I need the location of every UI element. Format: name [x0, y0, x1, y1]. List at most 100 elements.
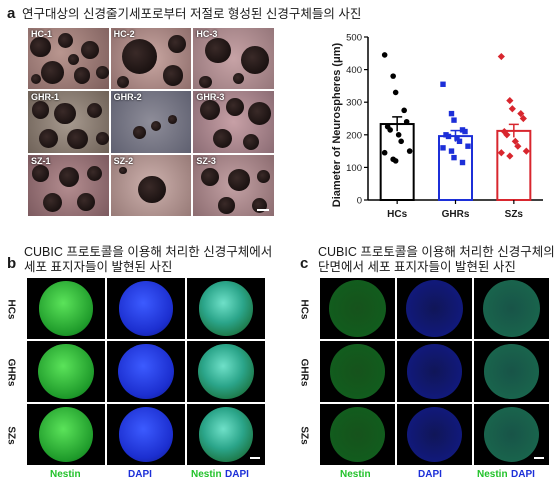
neurosphere-merge: [484, 344, 539, 399]
neurosphere: [241, 45, 270, 74]
fluor-cell-szs-merge: [187, 404, 265, 465]
neurosphere: [96, 132, 109, 146]
y-tick-label: 0: [357, 196, 362, 207]
neurosphere-nestin: [38, 343, 94, 400]
tile-label: GHR-2: [113, 92, 142, 103]
neurosphere-merge: [482, 279, 541, 338]
x-tick-label: SZs: [505, 209, 524, 220]
y-tick-label: 400: [346, 65, 362, 76]
y-tick-label: 300: [346, 98, 362, 109]
neurosphere: [242, 133, 260, 151]
scale-bar: [250, 457, 260, 459]
neurosphere-nestin: [330, 344, 385, 399]
fluor-cell-ghrs-nestin: [320, 341, 395, 402]
neurosphere: [57, 33, 73, 49]
neurosphere-dapi: [405, 279, 464, 338]
tile-ghr-3: GHR-3: [192, 90, 275, 154]
fluor-cell-hcs-dapi: [107, 278, 185, 339]
neurosphere: [81, 41, 99, 60]
tile-hc-2: HC-2: [109, 27, 193, 91]
neurosphere-merge: [198, 281, 254, 336]
neurosphere: [200, 167, 219, 186]
neurosphere: [138, 175, 166, 204]
panel-b-letter: b: [7, 255, 17, 272]
neurosphere-dapi: [118, 343, 174, 400]
fluor-cell-hcs-nestin: [27, 278, 105, 339]
neurosphere: [77, 193, 95, 211]
data-point: [448, 110, 455, 117]
data-point: [392, 89, 399, 96]
panel-b-channel-dapi: DAPI: [128, 469, 152, 480]
data-point: [398, 138, 404, 145]
y-tick-label: 100: [346, 163, 362, 174]
panel-a-letter: a: [7, 5, 16, 22]
neurosphere-merge: [198, 343, 254, 400]
neurosphere: [248, 102, 271, 125]
neurosphere: [67, 53, 80, 66]
neurosphere: [205, 37, 231, 63]
data-point: [445, 133, 452, 140]
data-point: [451, 117, 457, 123]
neurosphere: [199, 100, 220, 121]
panel-a-title: 연구대상의 신경줄기세포로부터 저절로 형성된 신경구체들의 사진: [22, 7, 362, 21]
tile-ghr-1: GHR-1: [27, 90, 110, 154]
row-label-szs: SZs: [5, 425, 17, 445]
tile-label: GHR-3: [196, 92, 225, 103]
x-tick-label: GHRs: [442, 209, 470, 220]
data-point: [395, 132, 402, 138]
panel-b-title-line1: CUBIC 프로토콜을 이용해 처리한 신경구체에서: [24, 245, 273, 259]
neurosphere-merge: [198, 407, 254, 462]
neurosphere: [151, 121, 162, 132]
neurosphere: [67, 128, 88, 149]
panel-c-channel-merge-nestin: Nestin: [477, 469, 508, 480]
data-point: [506, 96, 514, 105]
row-label-hcs: HCs: [5, 298, 17, 319]
neurosphere: [119, 166, 127, 175]
data-point: [465, 143, 471, 149]
data-point: [390, 73, 396, 79]
fluor-cell-szs-dapi: [107, 404, 185, 465]
data-point: [508, 105, 516, 113]
panel-b-channel-nestin: Nestin: [50, 469, 81, 480]
fluor-cell-ghrs-merge: [474, 341, 549, 402]
fluor-cell-szs-nestin: [320, 404, 395, 465]
tile-label: HC-3: [196, 29, 218, 39]
tile-sz-1: SZ-1: [27, 153, 110, 217]
data-point: [406, 148, 413, 154]
y-axis-label: Diameter of Neurospheres (μm): [331, 42, 343, 207]
x-tick-label: HCs: [387, 209, 407, 220]
neurosphere: [199, 75, 213, 89]
data-point: [451, 154, 457, 161]
data-point: [462, 128, 468, 135]
scale-bar: [256, 208, 269, 211]
fluor-cell-ghrs-merge: [187, 341, 265, 402]
fluor-cell-szs-nestin: [27, 404, 105, 465]
tile-label: GHR-1: [31, 92, 60, 103]
data-point: [381, 52, 388, 58]
data-point: [392, 158, 399, 164]
neurosphere: [86, 166, 102, 182]
neurosphere: [43, 192, 63, 212]
neurosphere-nestin: [38, 281, 94, 336]
neurosphere-nestin: [329, 406, 386, 463]
neurosphere: [225, 98, 244, 116]
data-point: [440, 81, 446, 87]
neurosphere: [31, 101, 50, 120]
neurosphere-dapi: [118, 281, 174, 336]
panel-c-title-line1: CUBIC 프로토콜을 이용해 처리한 신경구체의: [318, 245, 555, 259]
panel-c-fluorescence-grid: HCs GHRs SZs: [299, 278, 552, 466]
tile-sz-2: SZ-2: [109, 153, 193, 217]
panel-b-fluorescence-grid: HCs GHRs SZs: [6, 278, 267, 466]
neurosphere: [31, 73, 42, 84]
neurosphere: [133, 126, 146, 139]
neurosphere-dapi: [407, 344, 462, 399]
neurosphere-nestin: [38, 407, 94, 462]
fluor-cell-hcs-merge: [187, 278, 265, 339]
neurosphere: [116, 75, 130, 89]
data-point: [403, 118, 410, 125]
panel-b-title-line2: 세포 표지자들이 발현된 사진: [24, 260, 173, 274]
row-label-ghrs: GHRs: [298, 358, 310, 386]
row-label-szs: SZs: [298, 425, 310, 445]
data-point: [454, 135, 460, 141]
row-label-hcs: HCs: [298, 298, 310, 319]
